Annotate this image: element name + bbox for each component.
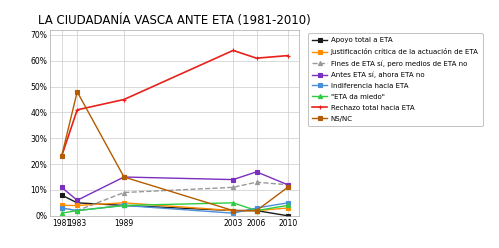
Indiferencia hacia ETA [121,204,127,207]
NS/NC [121,176,127,179]
Rechazo total hacia ETA [285,54,291,57]
Line: Fines de ETA sí, pero medios de ETA no: Fines de ETA sí, pero medios de ETA no [59,180,290,213]
NS/NC [74,90,80,93]
Fines de ETA sí, pero medios de ETA no [285,183,291,186]
Line: Rechazo total hacia ETA: Rechazo total hacia ETA [59,48,290,158]
Apoyo total a ETA [58,194,64,197]
Justificación crítica de la actuación de ETA [253,209,259,212]
Indiferencia hacia ETA [230,212,236,215]
"ETA da miedo" [285,204,291,207]
Justificación crítica de la actuación de ETA [121,201,127,204]
NS/NC [253,209,259,212]
Line: "ETA da miedo": "ETA da miedo" [59,201,290,215]
Line: Indiferencia hacia ETA: Indiferencia hacia ETA [59,201,290,215]
Fines de ETA sí, pero medios de ETA no [230,186,236,189]
Antes ETA sí, ahora ETA no [74,199,80,202]
"ETA da miedo" [121,204,127,207]
Line: NS/NC: NS/NC [59,90,290,213]
Rechazo total hacia ETA [253,57,259,60]
Rechazo total hacia ETA [58,155,64,158]
NS/NC [285,186,291,189]
Apoyo total a ETA [253,209,259,212]
Fines de ETA sí, pero medios de ETA no [58,207,64,210]
NS/NC [230,209,236,212]
Justificación crítica de la actuación de ETA [74,204,80,207]
Rechazo total hacia ETA [230,49,236,52]
Indiferencia hacia ETA [253,207,259,210]
Apoyo total a ETA [230,209,236,212]
NS/NC [58,155,64,158]
Indiferencia hacia ETA [74,209,80,212]
Fines de ETA sí, pero medios de ETA no [74,209,80,212]
Rechazo total hacia ETA [121,98,127,101]
"ETA da miedo" [58,212,64,215]
Title: LA CIUDADANÍA VASCA ANTE ETA (1981-2010): LA CIUDADANÍA VASCA ANTE ETA (1981-2010) [38,14,311,27]
Fines de ETA sí, pero medios de ETA no [121,191,127,194]
"ETA da miedo" [74,209,80,212]
Line: Antes ETA sí, ahora ETA no: Antes ETA sí, ahora ETA no [59,170,290,202]
Line: Apoyo total a ETA: Apoyo total a ETA [59,193,290,218]
Antes ETA sí, ahora ETA no [121,176,127,179]
Justificación crítica de la actuación de ETA [58,204,64,207]
"ETA da miedo" [230,201,236,204]
Indiferencia hacia ETA [285,201,291,204]
Apoyo total a ETA [121,204,127,207]
Fines de ETA sí, pero medios de ETA no [253,181,259,184]
Legend: Apoyo total a ETA, Justificación crítica de la actuación de ETA, Fines de ETA sí: Apoyo total a ETA, Justificación crítica… [308,33,483,126]
Apoyo total a ETA [285,214,291,217]
Rechazo total hacia ETA [74,108,80,111]
Apoyo total a ETA [74,201,80,204]
Justificación crítica de la actuación de ETA [230,209,236,212]
"ETA da miedo" [253,209,259,212]
Line: Justificación crítica de la actuación de ETA: Justificación crítica de la actuación de… [59,201,290,213]
Antes ETA sí, ahora ETA no [285,183,291,186]
Indiferencia hacia ETA [58,207,64,210]
Antes ETA sí, ahora ETA no [230,178,236,181]
Antes ETA sí, ahora ETA no [58,186,64,189]
Antes ETA sí, ahora ETA no [253,170,259,173]
Justificación crítica de la actuación de ETA [285,207,291,210]
